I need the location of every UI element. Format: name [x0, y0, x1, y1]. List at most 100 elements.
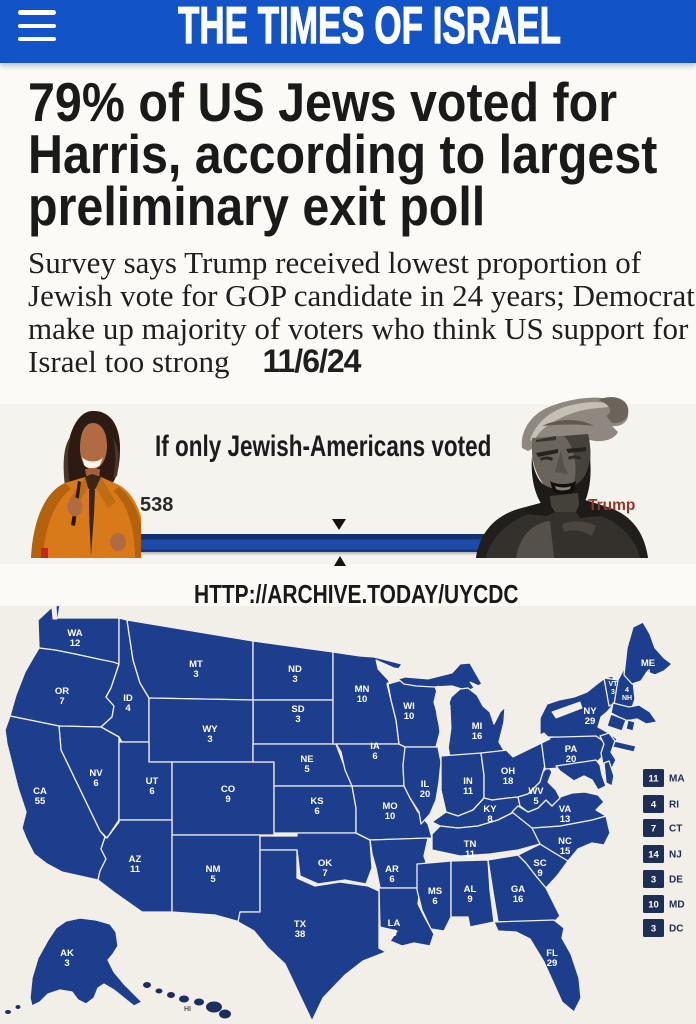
svg-text:6: 6 — [389, 874, 394, 885]
svg-text:3: 3 — [64, 958, 69, 969]
svg-text:KS: KS — [310, 796, 323, 807]
svg-text:11: 11 — [130, 864, 141, 875]
svg-text:SD: SD — [291, 704, 304, 715]
svg-text:3: 3 — [292, 674, 297, 685]
svg-text:4: 4 — [651, 800, 657, 811]
svg-text:55: 55 — [35, 796, 46, 807]
svg-text:MA: MA — [669, 774, 685, 785]
svg-text:UT: UT — [146, 776, 159, 787]
svg-text:6: 6 — [432, 896, 437, 907]
svg-text:VT: VT — [609, 681, 619, 688]
svg-text:13: 13 — [560, 814, 571, 825]
svg-text:10: 10 — [648, 900, 659, 911]
svg-text:ME: ME — [641, 658, 655, 669]
svg-text:NY: NY — [583, 706, 597, 717]
svg-text:3: 3 — [651, 924, 656, 935]
svg-text:MS: MS — [428, 886, 442, 897]
svg-text:NJ: NJ — [669, 850, 682, 861]
svg-text:6: 6 — [314, 806, 319, 817]
svg-text:3: 3 — [651, 875, 656, 886]
svg-text:WI: WI — [403, 701, 415, 712]
svg-text:ND: ND — [288, 664, 302, 675]
svg-text:AL: AL — [464, 884, 477, 895]
svg-text:RI: RI — [669, 800, 679, 811]
svg-text:WA: WA — [67, 628, 82, 639]
svg-text:7: 7 — [59, 696, 64, 707]
svg-text:7: 7 — [651, 824, 656, 835]
svg-text:5: 5 — [210, 874, 216, 885]
svg-text:11: 11 — [465, 849, 476, 860]
svg-text:IL: IL — [421, 779, 430, 790]
svg-text:MD: MD — [669, 900, 685, 911]
svg-text:3: 3 — [611, 689, 615, 696]
svg-text:10: 10 — [385, 811, 396, 822]
svg-text:VA: VA — [559, 804, 572, 815]
svg-text:NH: NH — [622, 695, 632, 702]
svg-text:TN: TN — [464, 839, 477, 850]
svg-text:5: 5 — [304, 764, 310, 775]
svg-text:NE: NE — [300, 754, 313, 765]
svg-text:KY: KY — [483, 804, 497, 815]
svg-text:IA: IA — [370, 741, 380, 752]
svg-text:WY: WY — [202, 724, 218, 735]
svg-text:4: 4 — [625, 687, 629, 694]
svg-text:CO: CO — [221, 784, 235, 795]
svg-text:9: 9 — [467, 894, 472, 905]
svg-text:AZ: AZ — [129, 854, 142, 865]
svg-text:FL: FL — [546, 948, 558, 959]
svg-text:IN: IN — [463, 776, 473, 787]
svg-text:HI: HI — [184, 1006, 191, 1013]
svg-text:29: 29 — [547, 958, 558, 969]
svg-text:16: 16 — [472, 731, 483, 742]
svg-text:OH: OH — [501, 766, 515, 777]
svg-text:CA: CA — [33, 786, 47, 797]
svg-text:NC: NC — [558, 836, 572, 847]
svg-text:MT: MT — [189, 659, 203, 670]
svg-text:NV: NV — [89, 768, 103, 779]
svg-text:18: 18 — [503, 776, 514, 787]
svg-text:20: 20 — [420, 789, 431, 800]
svg-text:16: 16 — [513, 894, 524, 905]
svg-text:38: 38 — [295, 929, 306, 940]
svg-text:AK: AK — [60, 948, 74, 959]
svg-text:PA: PA — [565, 744, 578, 755]
svg-text:7: 7 — [322, 868, 327, 879]
svg-text:MO: MO — [382, 801, 397, 812]
svg-text:TX: TX — [294, 919, 307, 930]
svg-text:10: 10 — [404, 711, 415, 722]
svg-text:6: 6 — [93, 778, 98, 789]
svg-text:CT: CT — [669, 824, 682, 835]
svg-text:OR: OR — [55, 686, 69, 697]
svg-text:WV: WV — [528, 786, 544, 797]
svg-text:9: 9 — [225, 794, 230, 805]
svg-text:6: 6 — [372, 751, 377, 762]
svg-text:DC: DC — [669, 924, 683, 935]
svg-text:LA: LA — [388, 918, 401, 929]
svg-text:DE: DE — [669, 875, 683, 886]
svg-text:15: 15 — [560, 846, 571, 857]
svg-text:11: 11 — [648, 774, 659, 785]
svg-text:MN: MN — [355, 684, 370, 695]
svg-text:8: 8 — [487, 814, 492, 825]
svg-text:OK: OK — [318, 858, 332, 869]
svg-text:4: 4 — [125, 703, 131, 714]
svg-text:5: 5 — [533, 796, 539, 807]
svg-text:14: 14 — [648, 850, 659, 861]
svg-text:9: 9 — [537, 868, 542, 879]
svg-text:MI: MI — [472, 721, 483, 732]
svg-text:20: 20 — [566, 754, 577, 765]
svg-text:3: 3 — [207, 734, 212, 745]
svg-text:11: 11 — [463, 786, 474, 797]
svg-text:NM: NM — [206, 864, 221, 875]
svg-text:AR: AR — [385, 864, 399, 875]
svg-text:3: 3 — [193, 669, 198, 680]
svg-text:SC: SC — [533, 858, 546, 869]
svg-text:12: 12 — [70, 638, 81, 649]
svg-text:6: 6 — [149, 786, 154, 797]
svg-text:10: 10 — [357, 694, 368, 705]
svg-text:29: 29 — [585, 716, 596, 727]
svg-text:8: 8 — [391, 928, 396, 939]
svg-text:3: 3 — [295, 714, 300, 725]
svg-text:4: 4 — [645, 668, 651, 679]
svg-text:ID: ID — [123, 693, 133, 704]
